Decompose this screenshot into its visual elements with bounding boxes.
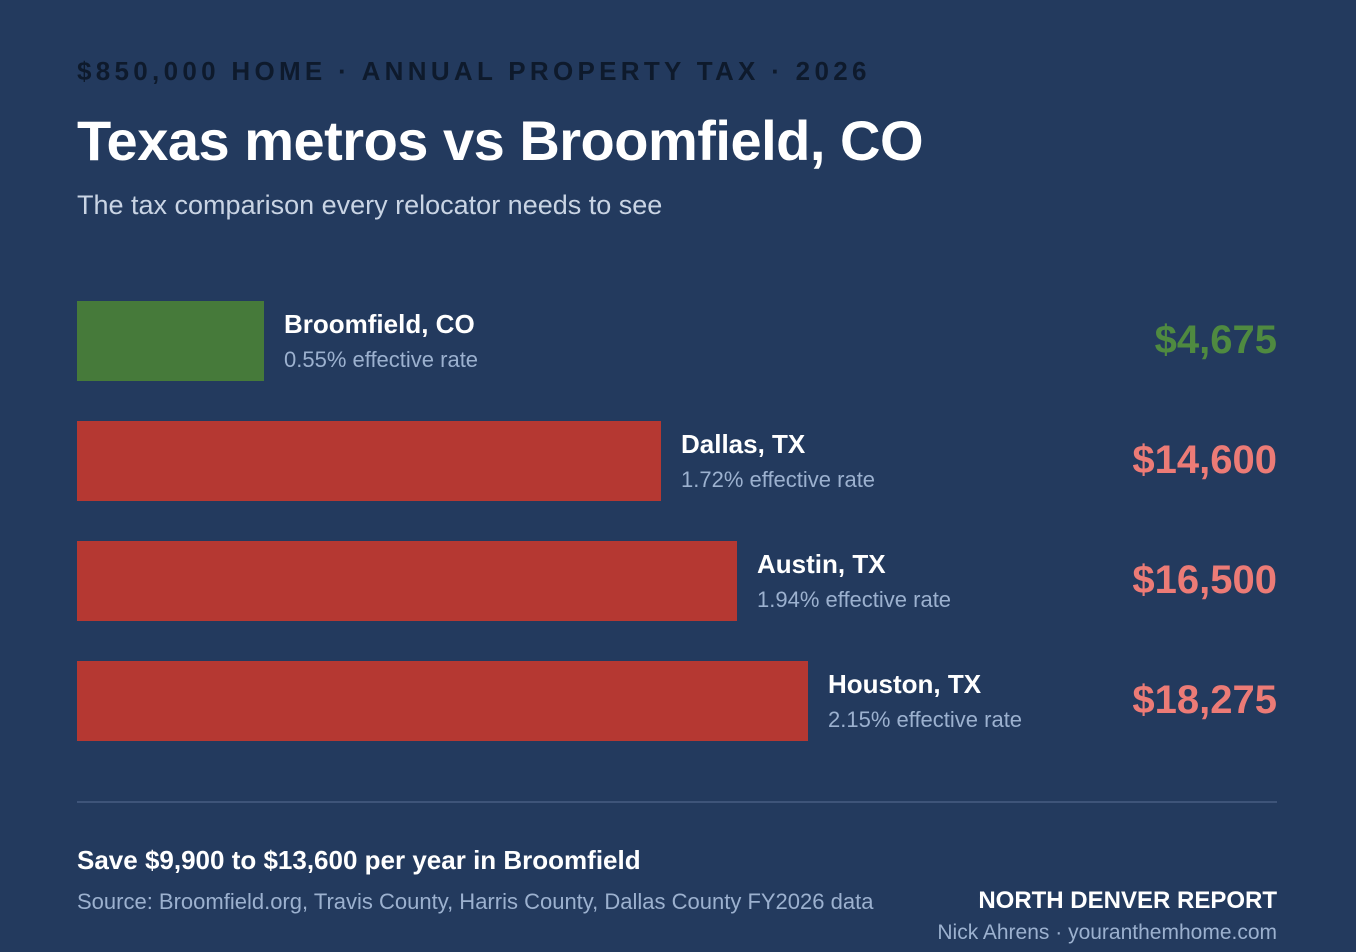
chart-title: Texas metros vs Broomfield, CO [77,109,924,172]
bar-category-label: Broomfield, CO [284,309,475,339]
bar [77,661,808,741]
bar-value-label: $16,500 [1132,558,1277,602]
byline: Nick Ahrens · youranthemhome.com [937,921,1277,944]
savings-callout: Save $9,900 to $13,600 per year in Broom… [77,845,641,875]
bar-category-label: Houston, TX [828,669,982,699]
bar [77,301,264,381]
chart-subtitle: The tax comparison every relocator needs… [77,190,663,220]
bar-value-label: $14,600 [1132,438,1277,482]
bar-rate-label: 1.94% effective rate [757,587,951,612]
chart-eyebrow: $850,000 HOME · ANNUAL PROPERTY TAX · 20… [77,56,871,86]
bar-category-label: Dallas, TX [681,429,806,459]
bar-rate-label: 0.55% effective rate [284,347,478,372]
bar-category-label: Austin, TX [757,549,886,579]
brand-name: NORTH DENVER REPORT [978,887,1277,914]
bar-chart: Broomfield, CO 0.55% effective rate $4,675… [77,301,1277,741]
bar-rate-label: 2.15% effective rate [828,707,1022,732]
bar-value-label: $18,275 [1132,678,1277,722]
bar-value-label: $4,675 [1155,318,1277,362]
footer-divider [77,801,1277,803]
bar-rate-label: 1.72% effective rate [681,467,875,492]
bar [77,421,661,501]
source-note: Source: Broomfield.org, Travis County, H… [77,889,874,914]
bar [77,541,737,621]
